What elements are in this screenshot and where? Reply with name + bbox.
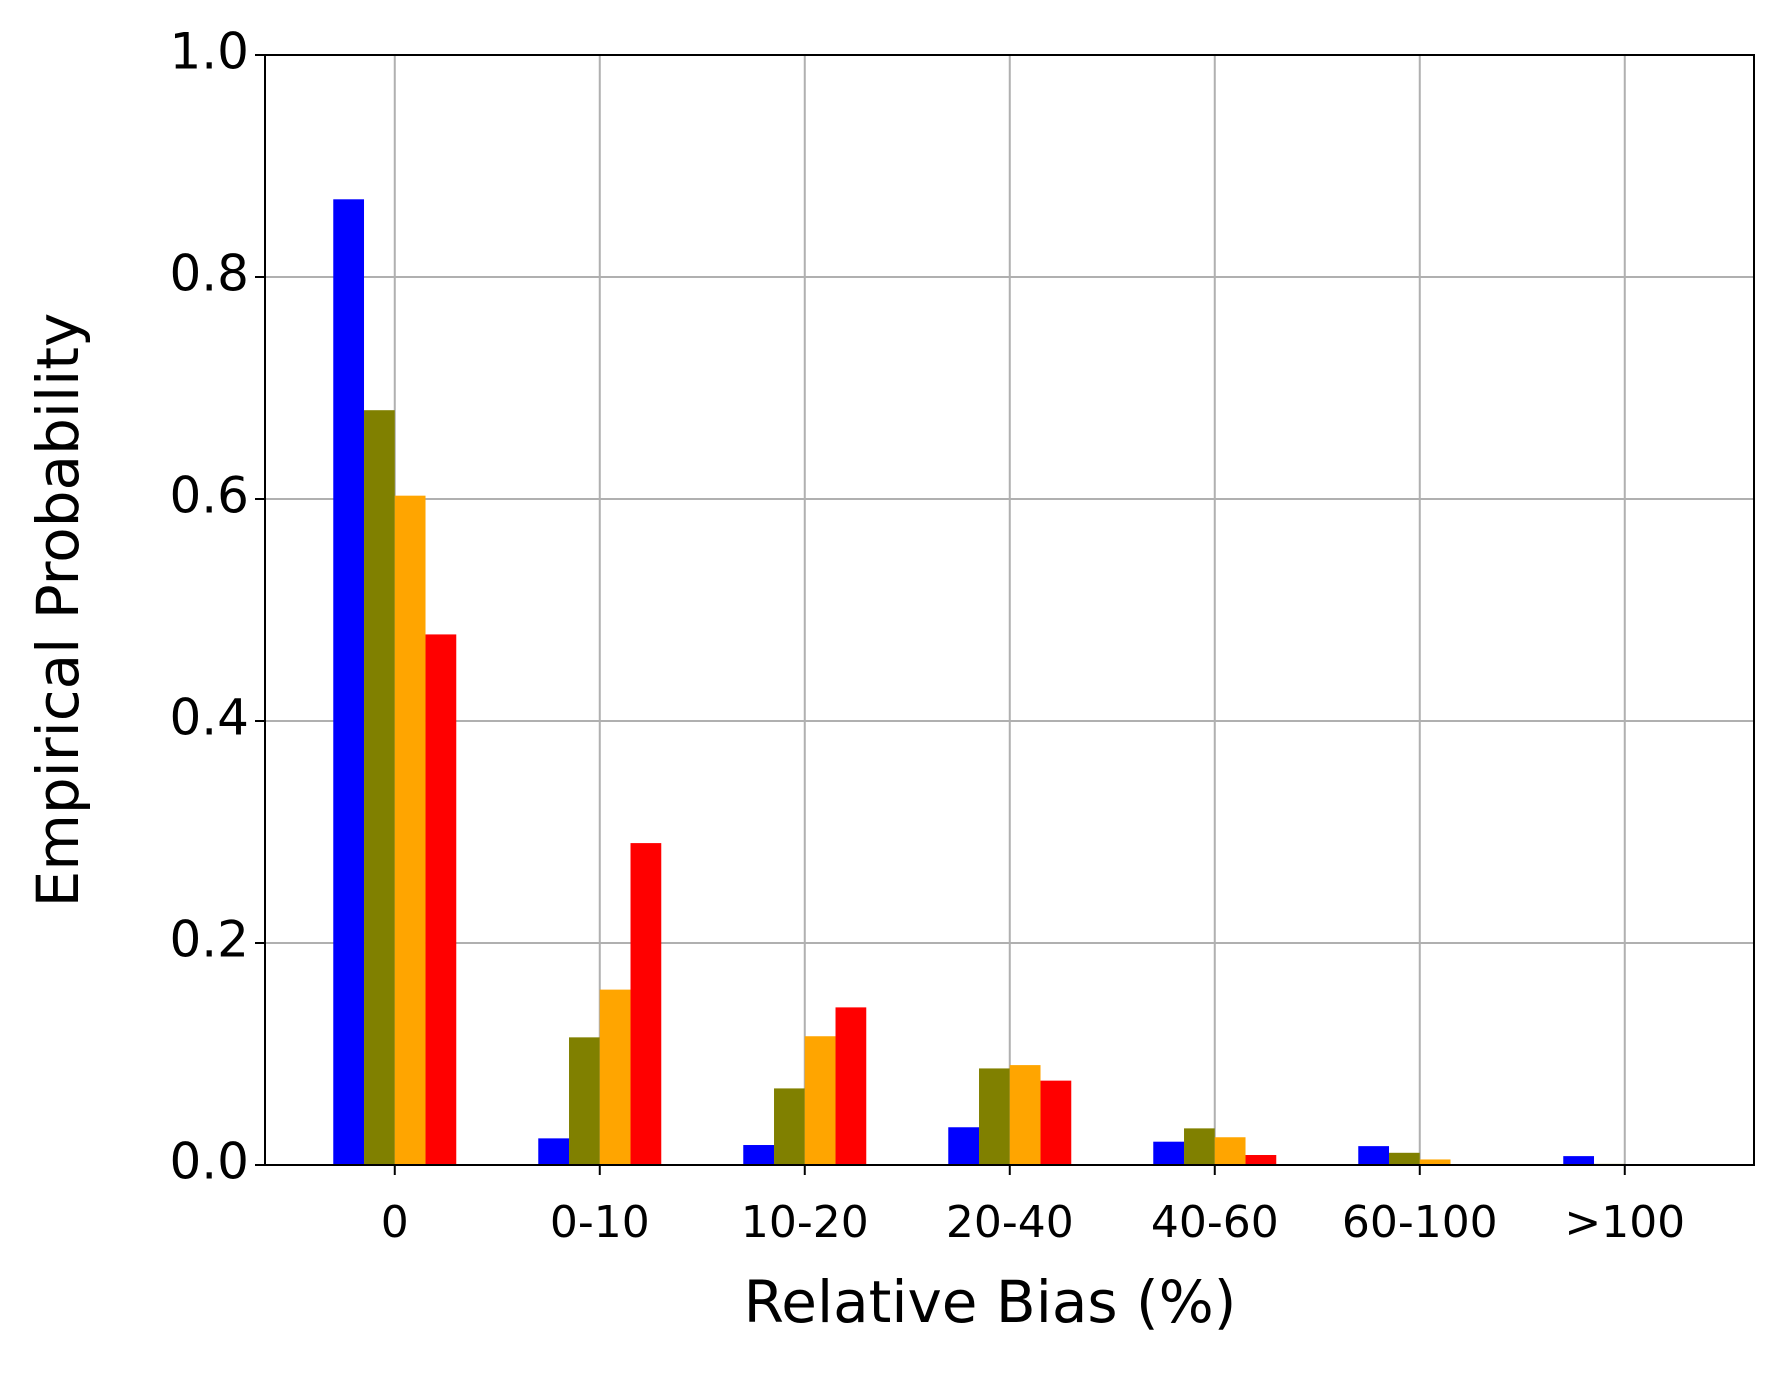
x-tick-label: 10-20 bbox=[741, 1197, 869, 1248]
bar bbox=[1358, 1146, 1390, 1165]
bar bbox=[364, 410, 395, 1165]
y-axis-label: Empirical Probability bbox=[24, 313, 92, 908]
x-tick-label: >100 bbox=[1564, 1197, 1685, 1248]
y-tick-label: 0.2 bbox=[169, 911, 249, 969]
bar bbox=[569, 1037, 600, 1165]
x-tick-label: 20-40 bbox=[946, 1197, 1074, 1248]
bar bbox=[1563, 1156, 1595, 1165]
bar bbox=[774, 1088, 805, 1165]
y-tick-label: 0.6 bbox=[169, 467, 249, 525]
y-tick-label: 1.0 bbox=[169, 23, 249, 81]
bar bbox=[1214, 1137, 1246, 1165]
x-tick-label: 0 bbox=[381, 1197, 409, 1248]
bar bbox=[979, 1068, 1010, 1165]
bar bbox=[630, 843, 662, 1165]
bar bbox=[599, 989, 631, 1165]
bar bbox=[1153, 1141, 1185, 1165]
bar bbox=[1419, 1159, 1451, 1165]
bar bbox=[394, 495, 426, 1165]
bar bbox=[804, 1036, 836, 1165]
bar bbox=[835, 1007, 867, 1165]
y-tick-label: 0.8 bbox=[169, 245, 249, 303]
plot-frame bbox=[264, 54, 1755, 1166]
bar bbox=[1009, 1065, 1041, 1165]
bar bbox=[948, 1127, 980, 1165]
x-tick-label: 0-10 bbox=[550, 1197, 650, 1248]
bar bbox=[1245, 1155, 1277, 1165]
bar bbox=[333, 199, 365, 1166]
x-axis-label: Relative Bias (%) bbox=[744, 1268, 1237, 1336]
x-tick-label: 60-100 bbox=[1342, 1197, 1498, 1248]
bar bbox=[1389, 1152, 1420, 1165]
bar bbox=[1184, 1128, 1215, 1165]
bar bbox=[425, 634, 457, 1165]
x-tick-label: 40-60 bbox=[1151, 1197, 1279, 1248]
bar bbox=[1040, 1080, 1072, 1165]
bar bbox=[743, 1145, 775, 1165]
y-tick-label: 0.4 bbox=[169, 689, 249, 747]
y-tick-label: 0.0 bbox=[169, 1133, 249, 1191]
bar bbox=[538, 1138, 570, 1165]
